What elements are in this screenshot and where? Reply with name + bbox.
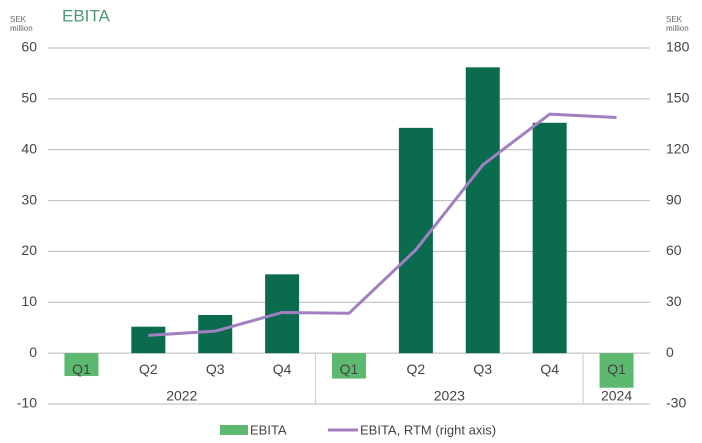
bar xyxy=(131,326,166,354)
y2-tick-label: 30 xyxy=(666,293,682,309)
line xyxy=(148,112,617,337)
y2-tick-label: -30 xyxy=(666,395,686,411)
bar xyxy=(465,67,500,354)
bar xyxy=(332,353,366,379)
bar xyxy=(398,127,433,354)
y2-tick-label: 60 xyxy=(666,242,682,258)
y-tick-label: 50 xyxy=(21,90,37,106)
y-tick-label: 0 xyxy=(29,344,37,360)
x-tick-label: Q2 xyxy=(139,361,158,377)
legend-label: EBITA, RTM (right axis) xyxy=(360,422,496,437)
x-tick-label: Q1 xyxy=(72,361,91,377)
bar xyxy=(599,353,634,388)
y2-tick-label: 180 xyxy=(666,39,690,55)
x-tick-label: Q4 xyxy=(540,361,559,377)
chart-title: EBITA xyxy=(62,6,111,25)
group-label: 2023 xyxy=(434,388,465,404)
bar xyxy=(198,315,233,354)
y-tick-label: -10 xyxy=(17,395,37,411)
bar xyxy=(532,122,567,354)
x-tick-label: Q1 xyxy=(340,361,359,377)
x-tick-label: Q2 xyxy=(407,361,426,377)
y-tick-label: 40 xyxy=(21,140,37,156)
y2-tick-label: 90 xyxy=(666,191,682,207)
group-label: 2024 xyxy=(601,388,632,404)
y2-tick-label: 120 xyxy=(666,140,690,156)
y-tick-label: 30 xyxy=(21,191,37,207)
legend-label: EBITA xyxy=(250,422,287,437)
y-tick-label: 60 xyxy=(21,39,37,55)
x-tick-label: Q3 xyxy=(473,361,492,377)
y2-tick-label: 150 xyxy=(666,90,690,106)
axis-unit: SEK million xyxy=(666,15,689,33)
legend-swatch xyxy=(220,425,248,435)
x-tick-label: Q4 xyxy=(273,361,292,377)
y-tick-label: 10 xyxy=(21,293,37,309)
x-tick-label: Q1 xyxy=(607,361,626,377)
y2-tick-label: 0 xyxy=(666,344,674,360)
bar xyxy=(64,353,99,377)
group-label: 2022 xyxy=(166,388,197,404)
axis-unit: SEK million xyxy=(10,15,33,33)
x-tick-label: Q3 xyxy=(206,361,225,377)
y-tick-label: 20 xyxy=(21,242,37,258)
